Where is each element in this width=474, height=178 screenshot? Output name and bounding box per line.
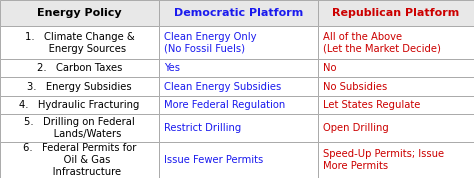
- Bar: [159, 59, 318, 77]
- Bar: [159, 142, 318, 178]
- Bar: [159, 77, 318, 96]
- Bar: [318, 26, 474, 59]
- Text: 3.   Energy Subsidies: 3. Energy Subsidies: [27, 82, 132, 91]
- Bar: [159, 96, 318, 114]
- Bar: [0, 26, 159, 59]
- Bar: [318, 59, 474, 77]
- Text: No: No: [323, 63, 337, 73]
- Text: Let States Regulate: Let States Regulate: [323, 100, 420, 110]
- Text: 1.   Climate Change &
     Energy Sources: 1. Climate Change & Energy Sources: [25, 32, 134, 54]
- Bar: [0, 0, 159, 26]
- Text: Clean Energy Subsidies: Clean Energy Subsidies: [164, 82, 282, 91]
- Text: 2.   Carbon Taxes: 2. Carbon Taxes: [36, 63, 122, 73]
- Bar: [0, 114, 159, 142]
- Text: Energy Policy: Energy Policy: [37, 8, 122, 18]
- Bar: [318, 96, 474, 114]
- Text: 5.   Drilling on Federal
     Lands/Waters: 5. Drilling on Federal Lands/Waters: [24, 117, 135, 139]
- Text: More Federal Regulation: More Federal Regulation: [164, 100, 286, 110]
- Bar: [318, 142, 474, 178]
- Bar: [318, 0, 474, 26]
- Bar: [0, 142, 159, 178]
- Text: All of the Above
(Let the Market Decide): All of the Above (Let the Market Decide): [323, 32, 441, 54]
- Text: Restrict Drilling: Restrict Drilling: [164, 123, 242, 133]
- Bar: [0, 77, 159, 96]
- Bar: [159, 26, 318, 59]
- Text: Open Drilling: Open Drilling: [323, 123, 389, 133]
- Text: Republican Platform: Republican Platform: [332, 8, 459, 18]
- Text: Issue Fewer Permits: Issue Fewer Permits: [164, 155, 264, 165]
- Bar: [159, 0, 318, 26]
- Text: Democratic Platform: Democratic Platform: [173, 8, 303, 18]
- Bar: [318, 77, 474, 96]
- Bar: [0, 59, 159, 77]
- Bar: [159, 114, 318, 142]
- Text: No Subsidies: No Subsidies: [323, 82, 388, 91]
- Text: 4.   Hydraulic Fracturing: 4. Hydraulic Fracturing: [19, 100, 139, 110]
- Text: 6.   Federal Permits for
     Oil & Gas
     Infrastructure: 6. Federal Permits for Oil & Gas Infrast…: [23, 143, 136, 177]
- Bar: [318, 114, 474, 142]
- Bar: [0, 96, 159, 114]
- Text: Clean Energy Only
(No Fossil Fuels): Clean Energy Only (No Fossil Fuels): [164, 32, 257, 54]
- Text: Yes: Yes: [164, 63, 181, 73]
- Text: Speed-Up Permits; Issue
More Permits: Speed-Up Permits; Issue More Permits: [323, 149, 445, 171]
